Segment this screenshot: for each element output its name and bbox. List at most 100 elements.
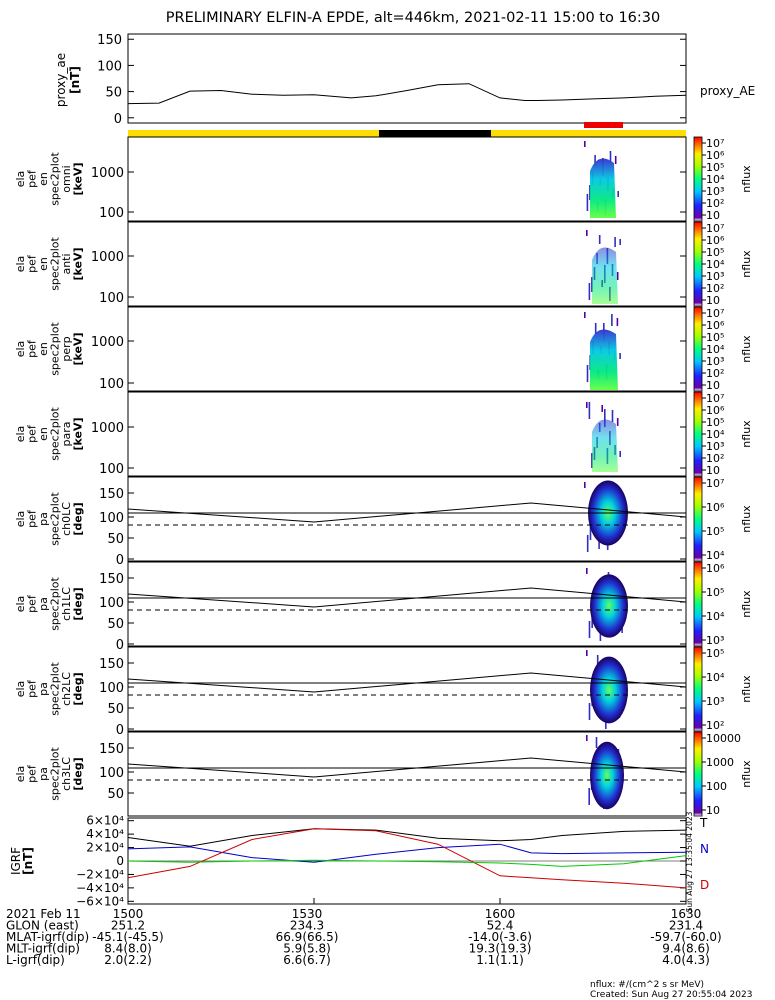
orbit-status-bar: [128, 122, 686, 137]
perp-ylabel-line: pef: [26, 339, 39, 358]
ch1LC-ytick-label: 150: [99, 572, 124, 587]
ch2LC-speckle: [586, 650, 588, 656]
perp-flux-region: [590, 329, 618, 390]
ch0LC-ylabel-line: [deg]: [72, 502, 85, 535]
omni-ylabel-line: ela: [14, 171, 27, 188]
ephemeris-value: 1500: [113, 907, 144, 921]
ch2LC-flux-region: [590, 656, 628, 724]
para-colorbar-tick-label: 10⁷: [706, 392, 724, 405]
ch1LC-ytick-label: 50: [107, 617, 124, 632]
perp-speckle: [586, 365, 589, 382]
ch3LC-ylabel-line: pa: [37, 767, 50, 781]
proxy-ae-frame: [127, 33, 687, 124]
ephemeris-value: 1600: [485, 907, 516, 921]
anti-speckle: [598, 235, 601, 244]
omni-ylabel-line: pef: [26, 169, 39, 188]
igrf-line-N: [127, 843, 687, 863]
ch3LC-colorbar: [693, 731, 703, 817]
ch0LC-colorbar-tick-label: 10⁷: [706, 477, 724, 490]
omni-colorbar-tick-label: 10⁴: [706, 173, 725, 186]
ch0LC-ylabel-line: ela: [14, 511, 27, 528]
igrf-ytick-label: 2×10⁴: [86, 841, 124, 855]
para-colorbar-tick-label: 10⁶: [706, 404, 725, 417]
footer-units: nflux: #/(cm^2 s sr MeV): [590, 980, 704, 990]
para-flux-region: [592, 419, 618, 472]
para-ylabel-line: para: [60, 422, 73, 447]
omni-flux-region: [590, 158, 616, 218]
ch2LC-ylabel-line: pa: [37, 682, 50, 696]
ch2LC-ylabel-line: ch2LC: [60, 672, 73, 706]
ch3LC-colorbar-tick-label: 10000: [706, 732, 741, 745]
ch1LC-speckle: [586, 568, 588, 574]
ch3LC-colorbar-tick-label: 100: [706, 780, 727, 793]
perp-colorbar-tick-label: 10²: [706, 367, 724, 380]
para-speckle: [586, 402, 588, 408]
ch1LC-loss-cone-line: [127, 587, 687, 608]
anti-speckle: [588, 283, 591, 300]
ch1LC-flux-region: [590, 574, 628, 638]
perp-speckle: [619, 353, 621, 359]
perp-colorbar-label: nflux: [740, 335, 753, 363]
ch3LC-ylabel-line: spec2plot: [49, 747, 62, 801]
anti-ylabel-line: spec2plot: [49, 237, 62, 291]
perp-ytick-label: 1000: [91, 335, 124, 350]
omni-ylabel-line: spec2plot: [49, 152, 62, 206]
ch1LC-ylabel-line: ch1LC: [60, 587, 73, 621]
omni-speckle: [609, 151, 612, 163]
perp-colorbar-tick-label: 10⁵: [706, 331, 724, 344]
ch2LC-loss-cone-line: [127, 672, 687, 693]
sunlit-bar-left: [128, 130, 379, 137]
sunlit-bar-right: [491, 130, 686, 137]
anti-ylabel-line: [keV]: [72, 247, 85, 280]
ch2LC-colorbar-tick-label: 10⁵: [706, 647, 724, 660]
ephemeris-value: 66.9(66.5): [276, 930, 339, 944]
ch1LC-colorbar-tick-label: 10⁴: [706, 610, 725, 623]
perp-ylabel-line: perp: [60, 336, 73, 361]
para-colorbar: [693, 391, 703, 477]
time-axis-ticks: [127, 898, 687, 904]
ch3LC-colorbar-tick-label: 10: [706, 804, 720, 817]
anti-colorbar-tick-label: 10⁴: [706, 258, 725, 271]
shadow-bar: [379, 130, 491, 137]
anti-ytick-label: 1000: [91, 250, 124, 265]
igrf-legend-n: N: [700, 842, 709, 856]
ae-ytick-label: 100: [97, 59, 122, 74]
ephemeris-value: 1630: [671, 907, 702, 921]
igrf-ytick-label: 6×10⁴: [86, 814, 124, 828]
anti-ylabel-line: pef: [26, 254, 39, 273]
perp-ytick-label: 100: [99, 377, 124, 392]
omni-colorbar-label: nflux: [740, 165, 753, 193]
perp-colorbar-tick-label: 10³: [706, 355, 724, 368]
ch3LC-loss-cone-line: [127, 757, 687, 778]
ch0LC-loss-cone-line: [127, 502, 687, 523]
omni-ytick-label: 1000: [91, 166, 124, 181]
panel-para: 1001000elapefenspec2plotpara[keV]1010²10…: [14, 391, 753, 477]
ch0LC-ylabel-line: spec2plot: [49, 492, 62, 546]
perp-colorbar-tick-label: 10⁴: [706, 343, 725, 356]
ephemeris-value: 52.4: [487, 919, 514, 933]
panel-omni: 1001000elapefenspec2plotomni[keV]1010²10…: [14, 136, 753, 222]
para-colorbar-tick-label: 10³: [706, 440, 724, 453]
para-ylabel-line: pef: [26, 424, 39, 443]
perp-ylabel-line: spec2plot: [49, 322, 62, 376]
anti-speckle: [614, 237, 616, 247]
para-speckle: [611, 410, 614, 422]
igrf-line-Z: [127, 855, 687, 867]
footer-created: Created: Sun Aug 27 20:55:04 2023: [590, 990, 752, 1000]
science-zone-bar: [584, 122, 623, 128]
ch1LC-colorbar-label: nflux: [740, 590, 753, 618]
omni-speckle: [617, 191, 619, 197]
ch0LC-ylabel-line: pa: [37, 512, 50, 526]
anti-colorbar: [693, 221, 703, 307]
ch2LC-colorbar-tick-label: 10³: [706, 695, 724, 708]
ch2LC-ytick-label: 50: [107, 702, 124, 717]
ephemeris-value: 5.9(5.8): [283, 942, 331, 956]
